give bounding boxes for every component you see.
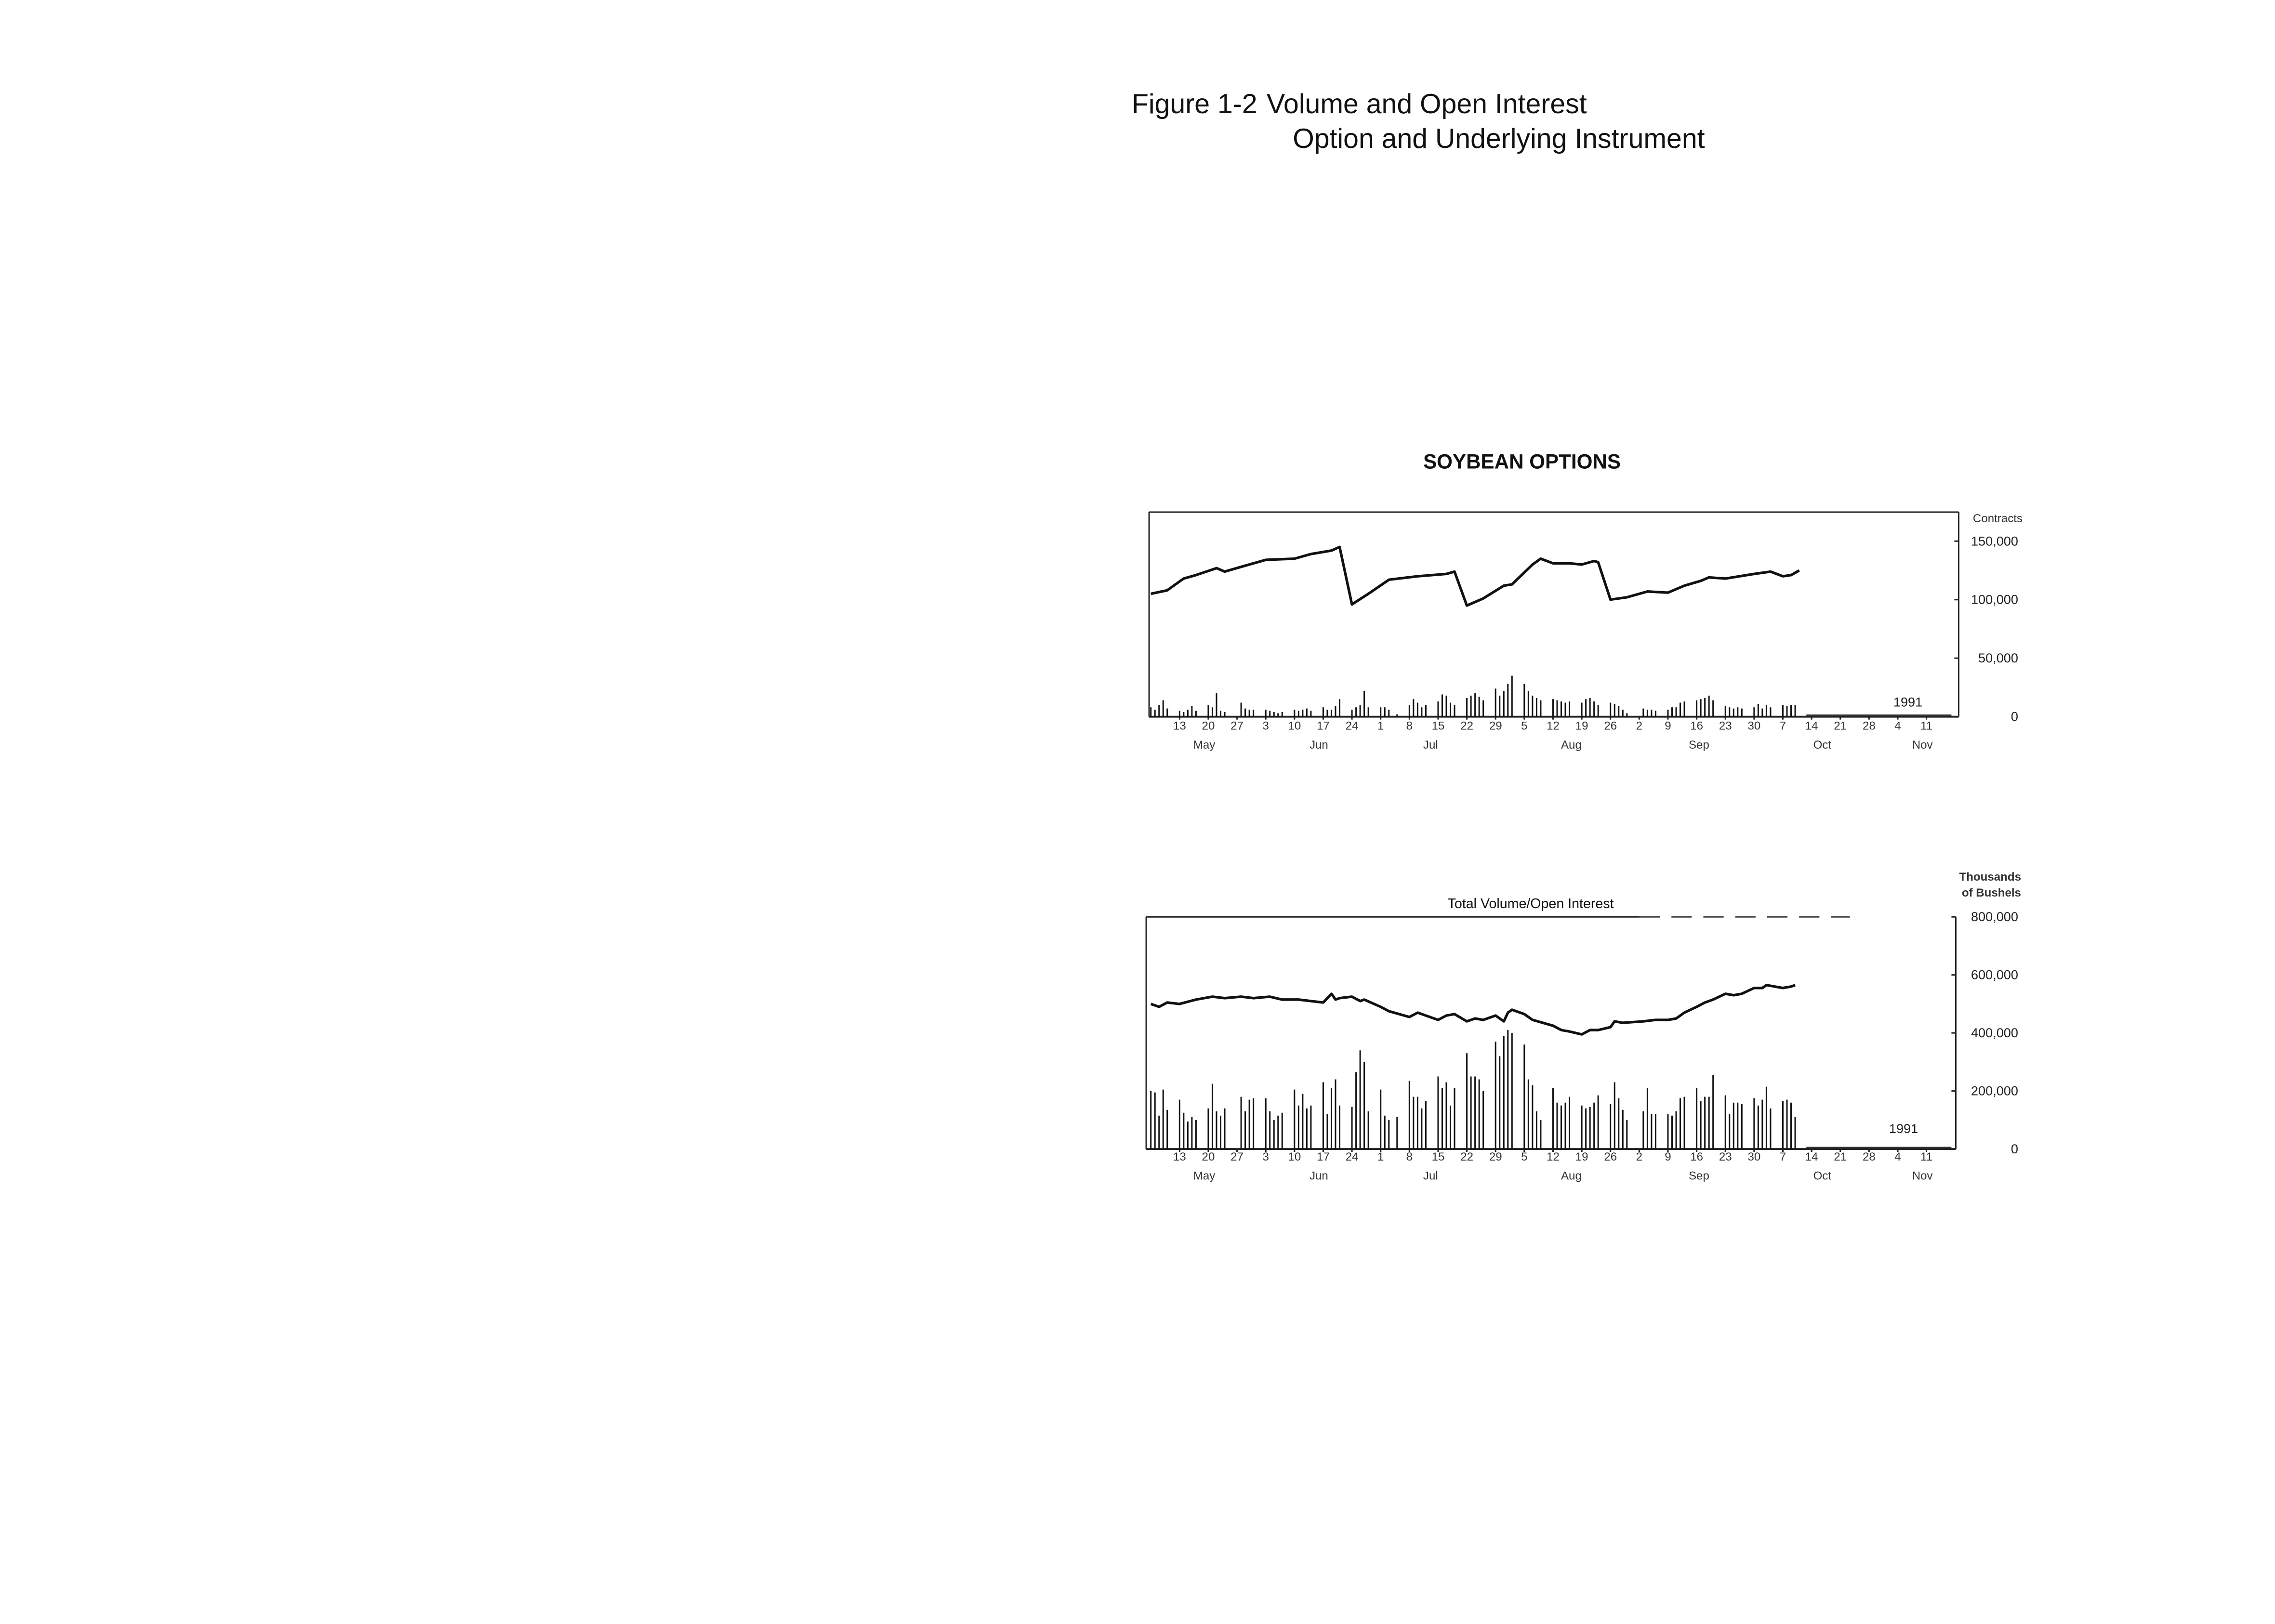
y-tick-label: 0 xyxy=(2011,1141,2018,1156)
x-tick-label: 22 xyxy=(1460,1150,1473,1163)
x-tick-label: 11 xyxy=(1920,720,1932,733)
y-tick-label: 600,000 xyxy=(1971,967,2018,982)
x-tick-label: 21 xyxy=(1834,1150,1847,1163)
y-tick-label: 400,000 xyxy=(1971,1025,2018,1040)
x-tick-label: 26 xyxy=(1604,1150,1617,1163)
x-tick-label: 1 xyxy=(1377,1150,1384,1163)
x-tick-label: 20 xyxy=(1202,1150,1215,1163)
open-interest-line xyxy=(1151,545,1800,607)
month-label: Nov xyxy=(1912,1169,1933,1182)
figure-number: Figure 1-2 xyxy=(1132,89,1257,119)
month-label: Aug xyxy=(1561,739,1582,752)
x-tick-label: 4 xyxy=(1894,720,1901,733)
x-tick-label: 28 xyxy=(1863,720,1876,733)
x-tick-label: 20 xyxy=(1202,720,1215,733)
y-axis-label: Thousands xyxy=(1959,871,2021,884)
x-tick-label: 27 xyxy=(1230,1150,1243,1163)
x-tick-label: 3 xyxy=(1263,1150,1269,1163)
x-tick-label: 9 xyxy=(1665,1150,1671,1163)
x-tick-label: 13 xyxy=(1173,720,1186,733)
x-tick-label: 17 xyxy=(1317,720,1330,733)
x-tick-label: 29 xyxy=(1489,720,1502,733)
y-tick-label: 200,000 xyxy=(1971,1083,2018,1098)
month-label: Sep xyxy=(1689,1169,1709,1182)
x-tick-label: 8 xyxy=(1406,720,1413,733)
x-tick-label: 9 xyxy=(1665,720,1671,733)
month-label: Sep xyxy=(1689,739,1709,752)
year-label: 1991 xyxy=(1893,695,1922,710)
month-label: Nov xyxy=(1912,739,1933,752)
x-tick-label: 24 xyxy=(1346,1150,1359,1163)
open-interest-line xyxy=(1150,984,1796,1036)
x-tick-label: 19 xyxy=(1575,1150,1588,1163)
month-label: Jul xyxy=(1423,1169,1438,1182)
x-tick-label: 11 xyxy=(1920,1150,1932,1163)
total-volume-open-interest-chart: 800,000 600,000 400,000 200,000 0 Thousands of… xyxy=(1145,871,2021,1182)
chart1-title: SOYBEAN OPTIONS xyxy=(1423,450,1621,473)
month-label: Jun xyxy=(1309,1169,1328,1182)
month-label: Jul xyxy=(1423,739,1438,752)
x-tick-label: 29 xyxy=(1489,1150,1502,1163)
x-tick-label: 24 xyxy=(1346,720,1359,733)
x-tick-label: 17 xyxy=(1317,1150,1330,1163)
x-tick-label: 10 xyxy=(1288,1150,1301,1163)
month-label: Oct xyxy=(1813,1169,1832,1182)
x-tick-label: 30 xyxy=(1747,1150,1760,1163)
x-tick-label: 15 xyxy=(1432,1150,1445,1163)
x-tick-label: 8 xyxy=(1406,1150,1413,1163)
month-label: May xyxy=(1193,739,1216,752)
y-tick-label: 150,000 xyxy=(1971,533,2018,548)
x-tick-label: 26 xyxy=(1604,720,1617,733)
figure-subtitle: Option and Underlying Instrument xyxy=(1293,123,1705,154)
month-label: Oct xyxy=(1813,739,1832,752)
x-tick-label: 5 xyxy=(1521,720,1527,733)
x-tick-label: 14 xyxy=(1805,720,1818,733)
x-tick-label: 7 xyxy=(1780,1150,1786,1163)
x-tick-label: 15 xyxy=(1432,720,1445,733)
x-tick-label: 13 xyxy=(1173,1150,1186,1163)
x-tick-label: 3 xyxy=(1263,720,1269,733)
x-tick-label: 30 xyxy=(1747,720,1760,733)
x-tick-label: 23 xyxy=(1719,1150,1732,1163)
y-axis-label: Contracts xyxy=(1973,512,2023,525)
y-tick-label: 800,000 xyxy=(1971,909,2018,924)
y-axis-label: of Bushels xyxy=(1962,886,2021,899)
x-tick-label: 12 xyxy=(1547,1150,1560,1163)
month-label: May xyxy=(1193,1169,1216,1182)
chart2-title: Total Volume/Open Interest xyxy=(1448,896,1614,911)
y-tick-label: 100,000 xyxy=(1971,592,2018,607)
month-label: Aug xyxy=(1561,1169,1582,1182)
x-tick-label: 22 xyxy=(1460,720,1473,733)
x-tick-label: 16 xyxy=(1690,1150,1703,1163)
x-tick-label: 12 xyxy=(1547,720,1560,733)
x-tick-label: 2 xyxy=(1636,1150,1642,1163)
x-tick-label: 19 xyxy=(1575,720,1588,733)
y-tick-label: 50,000 xyxy=(1978,650,2018,665)
month-label: Jun xyxy=(1309,739,1328,752)
x-tick-label: 14 xyxy=(1805,1150,1818,1163)
y-tick-label: 0 xyxy=(2011,709,2018,724)
x-tick-label: 21 xyxy=(1834,720,1847,733)
x-tick-label: 10 xyxy=(1288,720,1301,733)
x-tick-label: 1 xyxy=(1377,720,1384,733)
year-label: 1991 xyxy=(1889,1121,1918,1136)
x-tick-label: 7 xyxy=(1780,720,1786,733)
figure-title: Volume and Open Interest xyxy=(1267,89,1587,119)
x-tick-label: 27 xyxy=(1230,720,1243,733)
x-tick-label: 5 xyxy=(1521,1150,1527,1163)
x-tick-label: 2 xyxy=(1636,720,1642,733)
x-tick-label: 16 xyxy=(1690,720,1703,733)
x-tick-label: 23 xyxy=(1719,720,1732,733)
x-tick-label: 4 xyxy=(1894,1150,1901,1163)
x-tick-label: 28 xyxy=(1863,1150,1876,1163)
